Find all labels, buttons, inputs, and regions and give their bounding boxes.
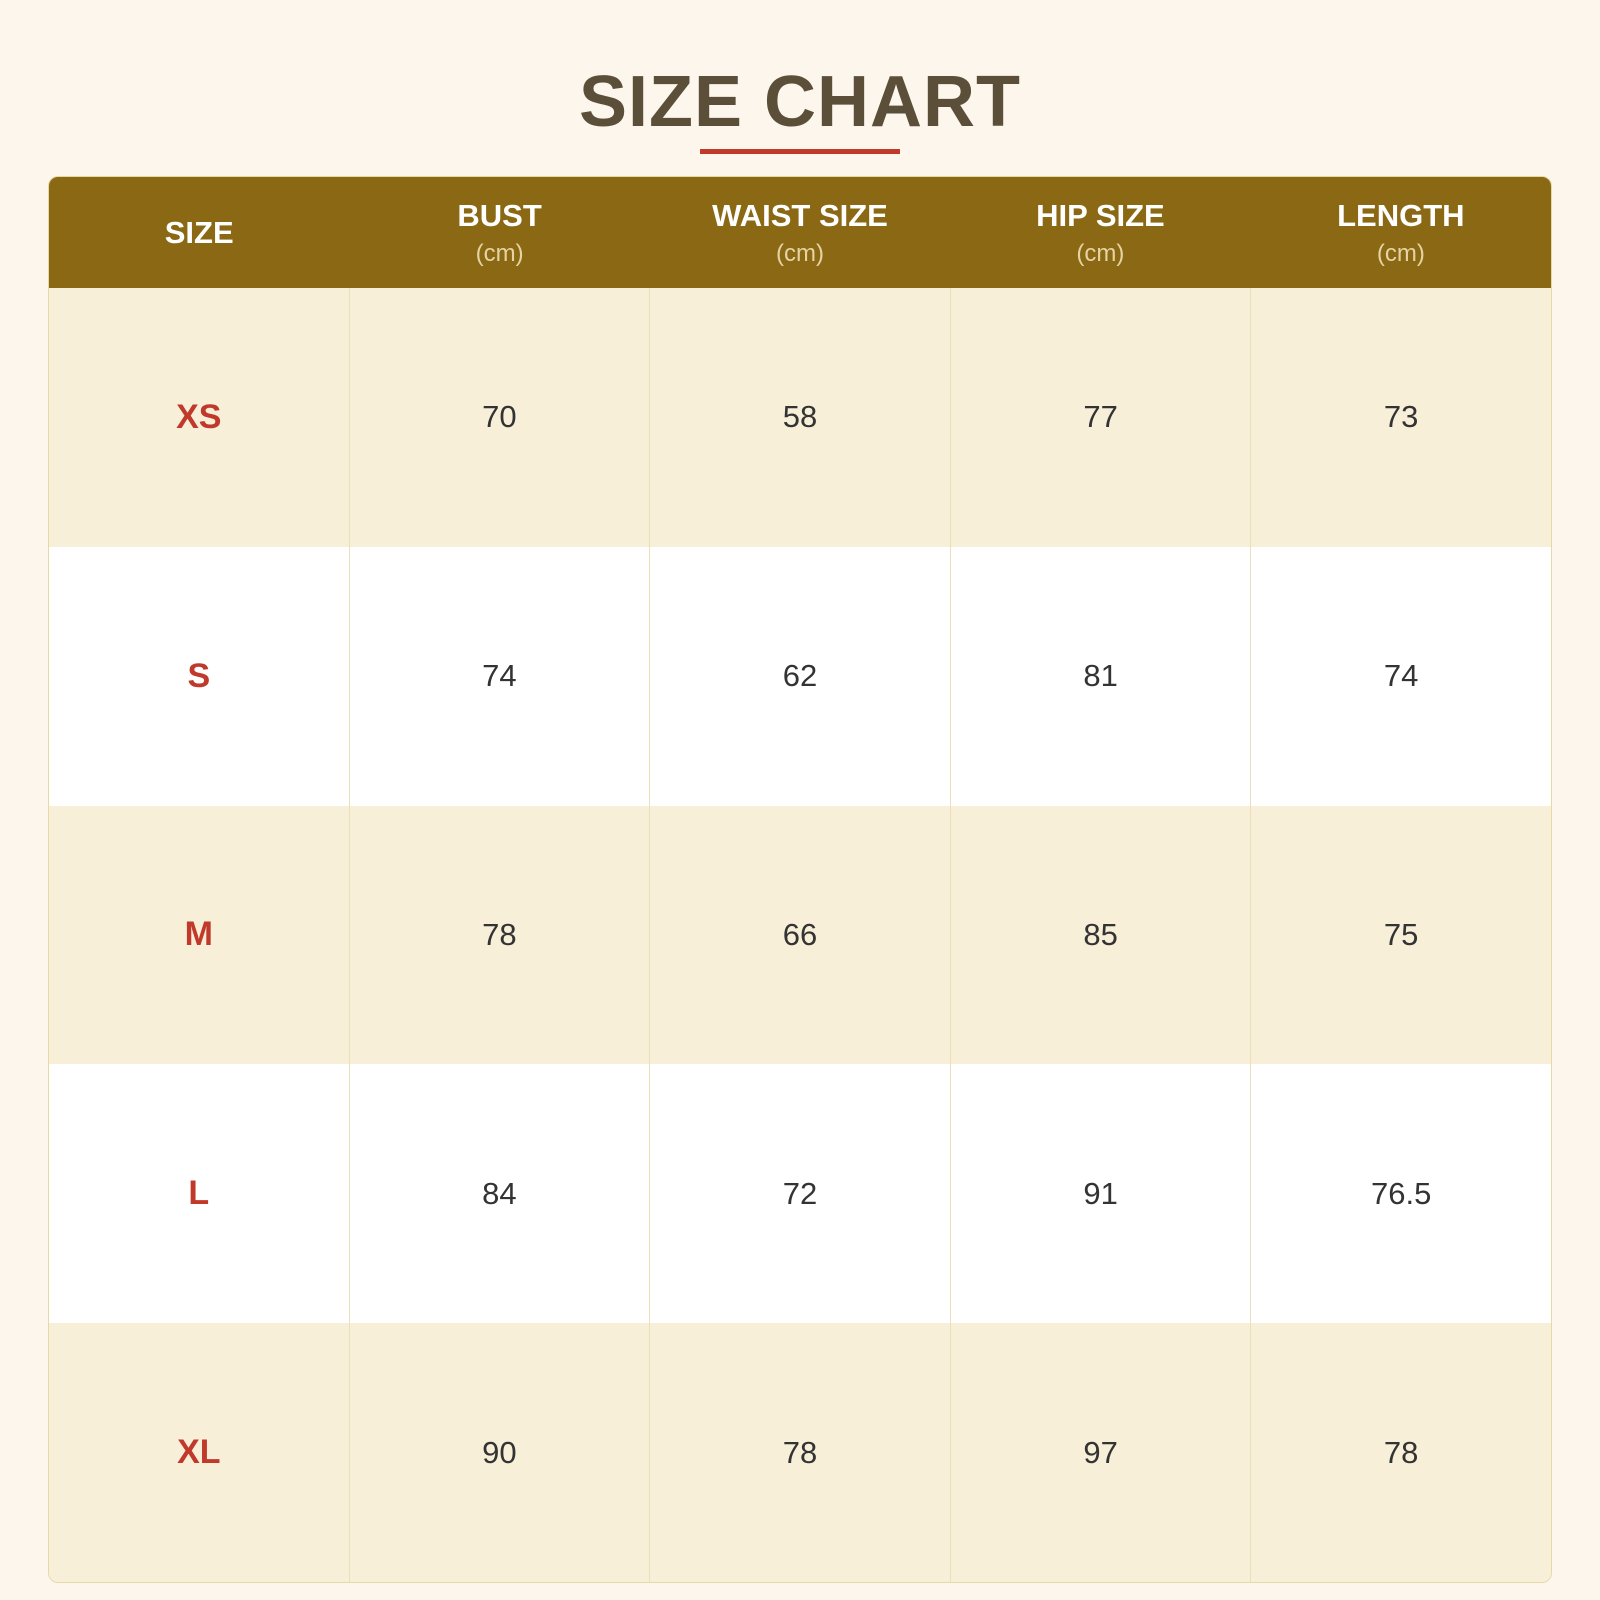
header-label: WAIST SIZE xyxy=(712,197,888,233)
header-unit: (cm) xyxy=(776,239,824,267)
header-unit: (cm) xyxy=(475,239,524,267)
measurement-cell: 81 xyxy=(949,546,1251,806)
table-header: SIZE BUST (cm) WAIST SIZE (cm) HIP SIZE (cm) LE… xyxy=(49,177,1551,288)
header-cell-bust: BUST (cm) xyxy=(349,177,649,288)
measurement-cell: 75 xyxy=(1250,805,1551,1065)
measurement-cell: 77 xyxy=(949,288,1251,547)
size-label: L xyxy=(188,1174,210,1213)
measurement-cell: 78 xyxy=(348,805,650,1065)
table-body: XS 70 58 77 73 S 74 62 81 74 M 78 66 85 75 L 84 72 91 76.5 X… xyxy=(49,288,1551,1582)
header-unit: (cm) xyxy=(1376,239,1425,267)
measurement-cell: 58 xyxy=(649,288,950,547)
header-label: SIZE xyxy=(164,214,234,250)
header-label: BUST xyxy=(457,197,542,233)
size-label: M xyxy=(184,915,213,954)
header-cell-length: LENGTH (cm) xyxy=(1251,177,1551,288)
measurement-cell: 72 xyxy=(649,1064,950,1324)
table-row: L 84 72 91 76.5 xyxy=(49,1064,1551,1324)
measurement-cell: 74 xyxy=(1250,546,1551,806)
size-label: XL xyxy=(177,1433,221,1472)
measurement-cell: 97 xyxy=(949,1323,1251,1582)
header-label: HIP SIZE xyxy=(1036,197,1165,233)
measurement-cell: 78 xyxy=(1250,1323,1551,1582)
header-cell-hip-size: HIP SIZE (cm) xyxy=(950,177,1250,288)
measurement-cell: 90 xyxy=(348,1323,650,1582)
size-label: S xyxy=(187,656,211,695)
measurement-cell: 74 xyxy=(348,546,650,806)
measurement-cell: 78 xyxy=(649,1323,950,1582)
measurement-cell: 70 xyxy=(348,288,650,547)
header-label: LENGTH xyxy=(1337,197,1465,233)
table-row: XL 90 78 97 78 xyxy=(49,1323,1551,1582)
title-underline xyxy=(700,149,900,154)
measurement-cell: 66 xyxy=(649,805,950,1065)
header-unit: (cm) xyxy=(1076,239,1125,267)
measurement-cell: 91 xyxy=(949,1064,1251,1324)
header-cell-waist-size: WAIST SIZE (cm) xyxy=(650,177,950,288)
measurement-cell: 84 xyxy=(348,1064,650,1324)
size-table: SIZE BUST (cm) WAIST SIZE (cm) HIP SIZE (cm) LE… xyxy=(48,176,1552,1583)
measurement-cell: 73 xyxy=(1250,288,1551,547)
size-label: XS xyxy=(176,397,222,436)
table-row: XS 70 58 77 73 xyxy=(49,288,1551,547)
measurement-cell: 76.5 xyxy=(1250,1064,1551,1324)
table-row: S 74 62 81 74 xyxy=(49,546,1551,806)
table-row: M 78 66 85 75 xyxy=(49,805,1551,1065)
measurement-cell: 62 xyxy=(649,546,950,806)
header-cell-size: SIZE xyxy=(49,177,349,288)
measurement-cell: 85 xyxy=(949,805,1251,1065)
page-title: SIZE CHART xyxy=(579,62,1021,142)
